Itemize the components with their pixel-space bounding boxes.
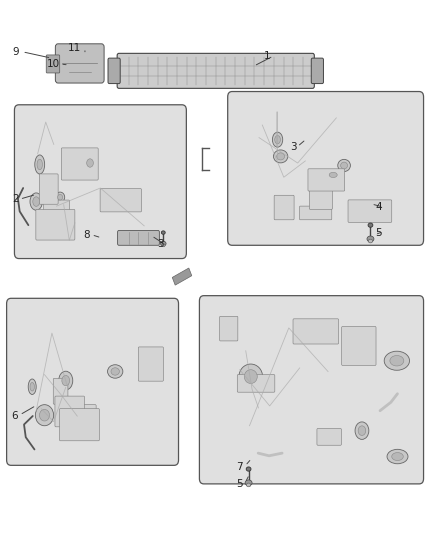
- Ellipse shape: [245, 480, 252, 486]
- FancyBboxPatch shape: [55, 44, 104, 83]
- Ellipse shape: [384, 351, 410, 370]
- FancyBboxPatch shape: [317, 429, 341, 445]
- Ellipse shape: [28, 379, 36, 394]
- Ellipse shape: [239, 364, 263, 389]
- FancyBboxPatch shape: [39, 174, 58, 204]
- FancyBboxPatch shape: [308, 169, 345, 191]
- Text: 9: 9: [12, 47, 19, 56]
- Text: 6: 6: [11, 411, 18, 421]
- Ellipse shape: [277, 153, 285, 160]
- FancyBboxPatch shape: [7, 298, 179, 465]
- Ellipse shape: [368, 239, 373, 243]
- Text: 4: 4: [376, 202, 382, 212]
- Ellipse shape: [368, 223, 373, 227]
- Ellipse shape: [392, 453, 403, 461]
- Text: 5: 5: [237, 479, 243, 489]
- Ellipse shape: [272, 132, 283, 147]
- FancyBboxPatch shape: [100, 189, 141, 212]
- FancyBboxPatch shape: [228, 92, 424, 245]
- Ellipse shape: [59, 371, 73, 390]
- FancyBboxPatch shape: [36, 209, 75, 240]
- Ellipse shape: [161, 231, 165, 235]
- FancyBboxPatch shape: [311, 58, 323, 84]
- Ellipse shape: [39, 409, 49, 421]
- Text: 10: 10: [47, 59, 60, 69]
- FancyBboxPatch shape: [300, 206, 332, 220]
- Ellipse shape: [162, 244, 165, 247]
- FancyBboxPatch shape: [61, 148, 98, 180]
- Ellipse shape: [87, 159, 93, 167]
- Ellipse shape: [275, 135, 280, 144]
- Ellipse shape: [35, 155, 45, 174]
- FancyBboxPatch shape: [342, 327, 376, 366]
- Text: 3: 3: [290, 142, 296, 152]
- Ellipse shape: [30, 193, 42, 210]
- Text: 1: 1: [264, 51, 270, 61]
- Ellipse shape: [390, 356, 404, 366]
- FancyBboxPatch shape: [309, 190, 332, 209]
- Ellipse shape: [246, 467, 251, 471]
- Text: 11: 11: [68, 43, 81, 53]
- Ellipse shape: [367, 236, 374, 242]
- Polygon shape: [172, 268, 192, 285]
- Ellipse shape: [338, 159, 350, 172]
- Ellipse shape: [247, 483, 251, 487]
- FancyBboxPatch shape: [293, 319, 339, 344]
- Ellipse shape: [37, 159, 42, 169]
- Ellipse shape: [160, 241, 166, 246]
- Ellipse shape: [84, 156, 96, 171]
- Ellipse shape: [56, 192, 65, 203]
- FancyBboxPatch shape: [55, 396, 85, 427]
- FancyBboxPatch shape: [74, 405, 96, 433]
- FancyBboxPatch shape: [108, 58, 120, 84]
- FancyBboxPatch shape: [44, 200, 70, 224]
- Ellipse shape: [341, 162, 348, 169]
- FancyBboxPatch shape: [53, 378, 68, 404]
- Ellipse shape: [326, 170, 340, 180]
- Ellipse shape: [329, 172, 337, 177]
- Ellipse shape: [355, 422, 369, 439]
- Ellipse shape: [273, 150, 288, 163]
- Ellipse shape: [30, 383, 35, 391]
- Ellipse shape: [62, 375, 70, 386]
- Ellipse shape: [108, 365, 123, 378]
- Ellipse shape: [358, 426, 366, 435]
- Text: 7: 7: [237, 462, 243, 472]
- Text: 2: 2: [12, 194, 19, 204]
- Text: 3: 3: [157, 239, 163, 249]
- FancyBboxPatch shape: [117, 230, 159, 245]
- Ellipse shape: [58, 195, 63, 200]
- FancyBboxPatch shape: [348, 200, 392, 222]
- FancyBboxPatch shape: [237, 375, 275, 392]
- FancyBboxPatch shape: [138, 347, 163, 381]
- FancyBboxPatch shape: [14, 105, 186, 259]
- FancyBboxPatch shape: [219, 316, 238, 341]
- Text: 5: 5: [375, 228, 381, 238]
- Ellipse shape: [35, 405, 53, 426]
- FancyBboxPatch shape: [199, 296, 424, 484]
- Ellipse shape: [387, 449, 408, 464]
- Ellipse shape: [111, 368, 120, 375]
- FancyBboxPatch shape: [117, 53, 314, 88]
- FancyBboxPatch shape: [60, 409, 99, 441]
- Ellipse shape: [33, 197, 40, 206]
- FancyBboxPatch shape: [46, 55, 60, 73]
- Ellipse shape: [244, 370, 257, 384]
- Text: 8: 8: [83, 230, 89, 240]
- FancyBboxPatch shape: [274, 195, 294, 220]
